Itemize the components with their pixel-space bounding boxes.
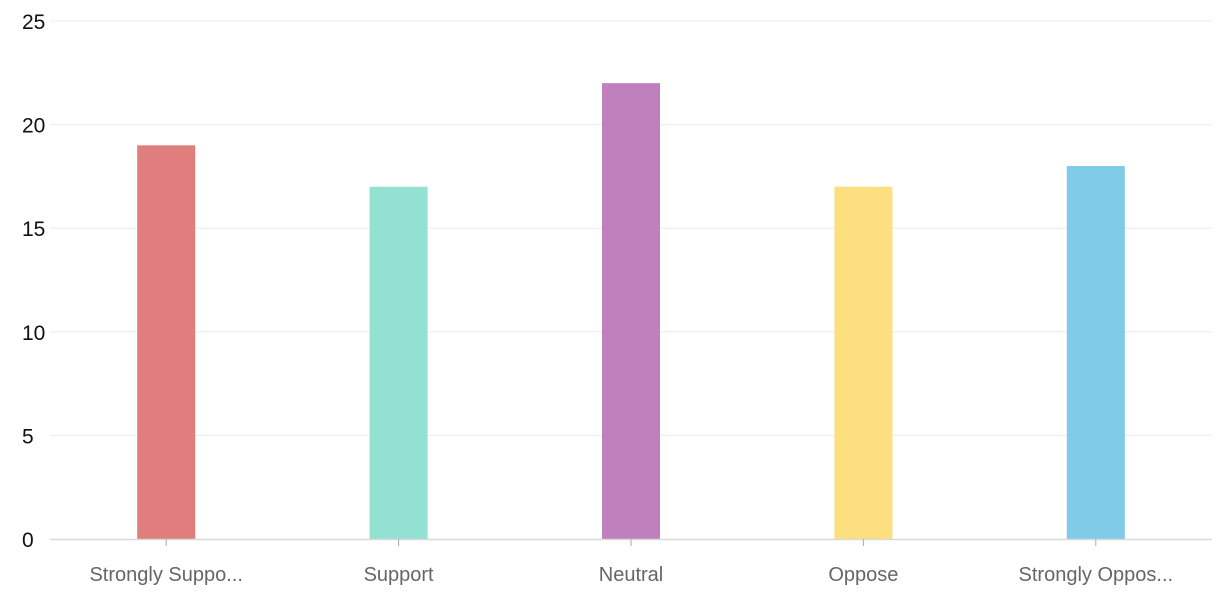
x-tick-label-1: Strongly Suppo... [89,564,242,586]
bar-4[interactable] [834,186,893,539]
bars [137,83,1125,540]
y-tick-label-10: 10 [22,322,45,345]
y-tick-label-5: 5 [22,425,34,448]
y-axis-tick-labels: 0 5 10 15 20 25 [22,11,45,552]
bar-1[interactable] [137,145,196,539]
x-tick-label-5: Strongly Oppos... [1019,564,1174,586]
y-tick-label-15: 15 [22,218,45,241]
y-tick-label-25: 25 [22,11,45,34]
bar-5[interactable] [1066,166,1125,540]
bar-3[interactable] [602,83,660,539]
y-tick-label-0: 0 [22,529,34,552]
x-tick-label-2: Support [364,564,434,586]
x-tick-label-3: Neutral [599,564,663,586]
x-axis-tick-labels: Strongly Suppo... Support Neutral Oppose Str… [89,564,1173,586]
x-tick-label-4: Oppose [828,564,898,586]
x-axis [50,538,1212,546]
y-tick-label-20: 20 [22,115,45,138]
bar-2[interactable] [369,186,428,539]
